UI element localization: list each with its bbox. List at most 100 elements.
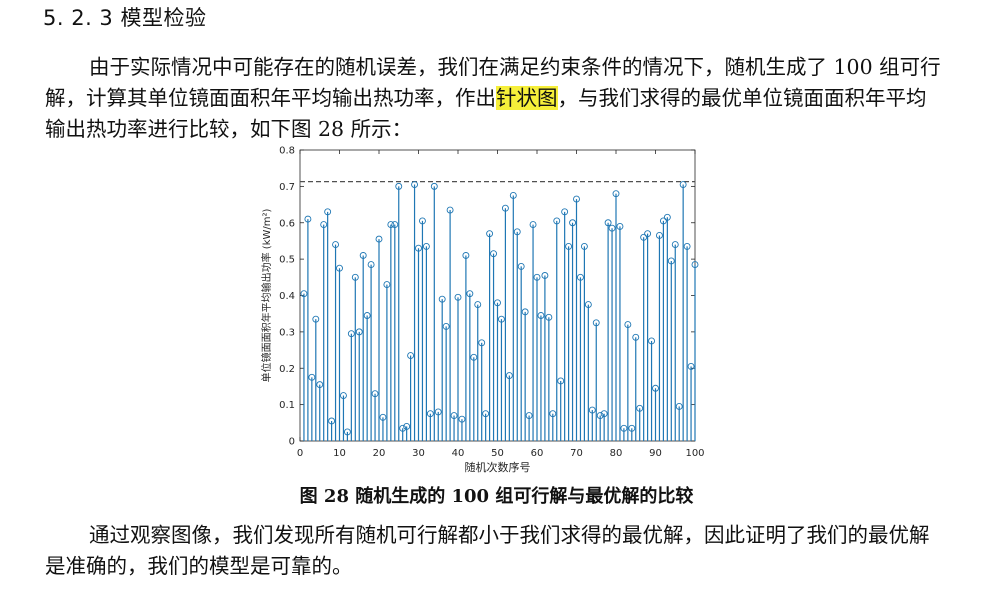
y-tick-label: 0.3 <box>279 327 295 338</box>
stem-marker <box>624 321 632 329</box>
y-tick-label: 0.2 <box>279 364 295 375</box>
stem-marker <box>533 273 541 281</box>
stem-marker <box>316 381 324 389</box>
stem-marker <box>529 221 537 229</box>
y-tick-label: 0.6 <box>279 218 295 229</box>
stem-marker <box>592 319 600 327</box>
stem-marker <box>470 353 478 361</box>
stem-marker <box>403 423 411 430</box>
stem-marker <box>411 181 419 189</box>
stem-marker <box>636 404 644 412</box>
stem-marker <box>549 410 557 418</box>
stem-marker <box>426 410 434 418</box>
stem-marker <box>466 290 474 298</box>
conclusion-text: 通过观察图像，我们发现所有随机可行解都小于我们求得的最优解，因此证明了我们的最优… <box>45 523 930 578</box>
stem-marker <box>343 428 351 436</box>
stem-marker <box>584 301 592 309</box>
stem-marker <box>620 424 628 432</box>
stem-marker <box>628 424 636 432</box>
stem-marker <box>304 215 312 223</box>
stem-marker <box>537 312 545 319</box>
stem-marker <box>616 222 624 230</box>
highlighted-term: 针状图 <box>496 86 558 110</box>
stem-marker <box>659 217 667 225</box>
stem-marker <box>339 392 347 399</box>
stem-marker <box>521 308 529 316</box>
stem-marker <box>490 250 498 258</box>
stem-marker <box>600 410 608 418</box>
stem-marker <box>438 295 446 303</box>
x-tick-label: 70 <box>570 448 583 459</box>
stem-marker <box>608 224 616 232</box>
stem-marker <box>336 264 343 272</box>
stem-marker <box>450 412 458 419</box>
stem-marker <box>399 424 407 432</box>
stem-marker <box>671 241 679 249</box>
stem-marker <box>391 221 399 229</box>
y-tick-label: 0.1 <box>279 400 295 411</box>
y-tick-label: 0.8 <box>279 146 295 157</box>
stem-marker <box>501 204 509 212</box>
stem-marker <box>565 242 573 250</box>
stem-marker <box>351 273 359 281</box>
stem-marker <box>573 195 580 203</box>
stem-marker <box>328 417 336 425</box>
stem-marker <box>553 217 561 225</box>
x-tick-label: 30 <box>412 448 425 459</box>
stem-marker <box>486 230 494 238</box>
stem-marker <box>505 372 513 379</box>
stem-marker <box>332 241 340 249</box>
stem-marker <box>687 362 695 370</box>
stem-marker <box>667 257 675 265</box>
stem-marker <box>312 315 320 323</box>
stem-marker <box>513 228 521 236</box>
stem-chart-svg: 0 10 20 30 40 50 60 70 80 90 100 0 0.1 0.2 0.3 0.4 0.5 0.… <box>260 146 705 475</box>
stem-marker <box>580 242 588 250</box>
y-tick-label: 0.7 <box>279 182 295 193</box>
stem-marker <box>367 261 375 269</box>
stem-marker <box>561 208 569 216</box>
stem-marker <box>355 328 363 336</box>
stem-marker <box>596 412 604 419</box>
stem-marker <box>359 252 367 259</box>
stem-marker <box>415 244 422 252</box>
stem-marker <box>683 242 691 250</box>
x-tick-label: 100 <box>685 448 704 459</box>
stem-marker <box>395 182 403 190</box>
x-axis-label: 随机次数序号 <box>465 460 531 474</box>
stem-marker <box>442 322 450 330</box>
stem-marker <box>541 272 549 279</box>
figure-caption: 图 28 随机生成的 100 组可行解与最优解的比较 <box>299 486 694 507</box>
x-tick-label: 0 <box>297 448 303 459</box>
stem-chart: 0 10 20 30 40 50 60 70 80 90 100 0 0.1 0.2 0.3 0.4 0.5 0.… <box>255 140 715 480</box>
stem-marker <box>320 221 328 229</box>
stem-marker <box>446 206 454 214</box>
stem-marker <box>371 390 379 398</box>
stem-marker <box>454 293 462 301</box>
stem-marker <box>557 377 565 385</box>
x-tick-label: 60 <box>531 448 544 459</box>
stem-marker <box>644 230 652 238</box>
stem-marker <box>434 408 442 416</box>
stem-marker <box>517 262 525 270</box>
intro-paragraph: 由于实际情况中可能存在的随机误差，我们在满足约束条件的情况下，随机生成了 100… <box>45 52 945 145</box>
stem-marker <box>632 333 640 341</box>
stem-marker <box>462 252 470 259</box>
stem-marker <box>379 413 387 421</box>
x-tick-label: 20 <box>373 448 386 459</box>
x-tick-label: 80 <box>610 448 623 459</box>
y-axis-label: 单位镜面面积年平均输出功率 (kW/m²) <box>260 209 273 383</box>
stem-marker <box>324 208 332 216</box>
stem-marker <box>545 313 553 321</box>
y-tick-label: 0 <box>289 437 295 448</box>
x-tick-label: 40 <box>452 448 465 459</box>
stem-marker <box>604 219 612 227</box>
stem-marker <box>679 181 687 189</box>
stem-marker <box>383 281 391 289</box>
stem-marker <box>656 232 663 239</box>
stem-marker <box>691 261 699 269</box>
stem-marker <box>569 219 576 227</box>
stem-marker <box>675 402 683 410</box>
x-tick-label: 10 <box>333 448 346 459</box>
stem-marker <box>478 339 486 347</box>
